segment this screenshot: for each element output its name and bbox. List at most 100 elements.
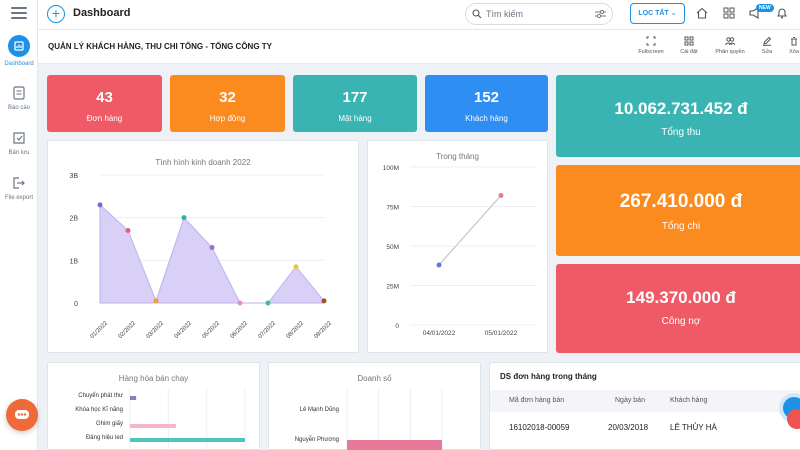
stat-card-total-expense[interactable]: 267.410.000 đ Tổng chi [556, 165, 800, 256]
x-tick-label: 09/2022 [313, 320, 333, 340]
data-point [321, 298, 327, 304]
search-box[interactable] [465, 3, 613, 25]
home-icon[interactable] [695, 6, 709, 20]
page-title: Dashboard [73, 7, 131, 19]
data-point [237, 300, 243, 306]
area-series [99, 203, 325, 304]
chat-button[interactable] [6, 399, 38, 431]
y-tick-label: 3B [69, 173, 78, 180]
chart-title: Doanh số [357, 374, 392, 383]
best-sellers-bar-chart: Chuyển phát thư Khóa học Kĩ năng Ghim giấy… [75, 389, 246, 450]
sidebar-item-file-export[interactable]: File export [0, 175, 38, 201]
sidebar-item-dashboard[interactable]: Dashboard [0, 35, 38, 67]
notification-bubble[interactable] [787, 409, 800, 429]
apps-grid-icon[interactable] [722, 6, 736, 20]
add-button[interactable]: + [47, 5, 65, 23]
trash-icon [791, 37, 797, 46]
chat-icon [15, 410, 29, 419]
tool-permissions[interactable]: Phân quyền [711, 36, 749, 55]
stat-value: 32 [219, 89, 236, 106]
tool-edit[interactable]: Sửa [748, 36, 786, 55]
chart-title: Trong tháng [436, 152, 479, 161]
x-tick-label: 01/2022 [89, 320, 109, 340]
stat-label: Mặt hàng [338, 114, 372, 123]
stat-label: Khách hàng [465, 114, 508, 123]
tool-fullscreen[interactable]: Fullscreen [632, 36, 670, 55]
best-sellers-panel: Hàng hóa bán chạy Chuyển phát thư Khóa họ… [47, 362, 260, 450]
x-tick-label: 07/2022 [257, 320, 277, 340]
order-id-cell[interactable]: 16102018-00059 [509, 423, 570, 432]
business-area-chart: 0 1B 2B 3B 01/2022 02/2022 03/2022 04/2022 05/20… [69, 173, 333, 340]
tool-settings[interactable]: Cài đặt [670, 36, 708, 55]
sales-panel: Doanh số Lê Mạnh Dũng Nguyễn Phương [268, 362, 481, 450]
tool-label: Xóa [789, 49, 799, 55]
chart-title: Hàng hóa bán chạy [118, 374, 189, 383]
pencil-icon [763, 36, 772, 46]
stat-label: Công nợ [661, 316, 701, 327]
data-point [265, 300, 271, 306]
sidebar-item-label: Dashboard [4, 61, 34, 67]
stat-card-products[interactable]: 177 Mặt hàng [293, 75, 417, 132]
export-icon [11, 175, 27, 191]
orders-panel: DS đơn hàng trong tháng Mã đơn hàng bán … [489, 362, 800, 450]
dashboard-heading: QUẢN LÝ KHÁCH HÀNG, THU CHI TỔNG - TỔNG … [48, 42, 272, 51]
stat-card-customers[interactable]: 152 Khách hàng [425, 75, 548, 132]
y-tick-label: 1B [69, 258, 78, 265]
stat-value: 267.410.000 đ [619, 191, 743, 212]
column-header: Ngày bán [615, 397, 645, 404]
business-chart-panel: Tình hình kinh doanh 2022 0 1B 2B 3B 01/2022… [47, 140, 359, 353]
saved-icon [11, 130, 27, 146]
search-icon [472, 9, 482, 19]
orders-title: DS đơn hàng trong tháng [500, 372, 597, 381]
announcement-icon[interactable] [748, 6, 762, 20]
tool-delete[interactable]: Xóa [775, 36, 800, 55]
sidebar-item-label: Bản lưu [8, 150, 30, 156]
bell-icon[interactable] [775, 6, 789, 20]
y-tick-label: 50M [386, 244, 399, 251]
x-tick-label: 06/2022 [229, 320, 249, 340]
data-point [125, 227, 131, 233]
stat-card-orders[interactable]: 43 Đơn hàng [47, 75, 162, 132]
category-label: Lê Mạnh Dũng [300, 407, 339, 413]
sidebar-item-report[interactable]: Báo cáo [0, 85, 38, 111]
dashboard-icon [8, 35, 30, 57]
stat-label: Tổng chi [661, 221, 701, 232]
y-tick-label: 2B [69, 216, 78, 223]
sub-header: QUẢN LÝ KHÁCH HÀNG, THU CHI TỔNG - TỔNG … [38, 30, 800, 64]
data-point [293, 264, 299, 270]
chart-title: Tình hình kinh doanh 2022 [155, 158, 251, 167]
category-label: Đảng hiệu led [86, 435, 123, 441]
column-header: Khách hàng [670, 397, 708, 404]
y-tick-label: 75M [386, 205, 399, 212]
stat-card-debt[interactable]: 149.370.000 đ Công nợ [556, 264, 800, 353]
bar [130, 396, 137, 400]
stat-card-contracts[interactable]: 32 Hợp đồng [170, 75, 285, 132]
tool-label: Cài đặt [680, 49, 698, 55]
data-point [153, 298, 159, 304]
sidebar-item-saved[interactable]: Bản lưu [0, 130, 38, 156]
search-input[interactable] [486, 7, 586, 21]
data-point [498, 192, 504, 198]
category-label: Chuyển phát thư [78, 392, 123, 399]
column-header: Mã đơn hàng bán [509, 397, 565, 404]
stat-value: 149.370.000 đ [626, 288, 736, 307]
category-label: Nguyễn Phương [295, 436, 339, 443]
new-badge: NEW [756, 4, 774, 12]
tool-label: Fullscreen [638, 49, 664, 55]
bar [347, 440, 442, 450]
y-tick-label: 0 [74, 301, 78, 308]
chevron-down-icon: ⌄ [670, 10, 677, 17]
sidebar-item-label: File export [4, 195, 33, 201]
monthly-chart-panel: Trong tháng 0 25M 50M 75M 100M 04/01/2022 05/0… [367, 140, 548, 353]
users-icon [725, 37, 735, 46]
filter-all-button[interactable]: LỌC TẤT ⌄ [630, 3, 685, 24]
stat-label: Tổng thu [661, 127, 701, 138]
bar [130, 424, 176, 428]
category-label: Ghim giấy [96, 421, 123, 427]
sidebar-item-label: Báo cáo [7, 105, 31, 111]
menu-icon[interactable] [11, 7, 27, 19]
stat-card-total-income[interactable]: 10.062.731.452 đ Tổng thu [556, 75, 800, 157]
stat-label: Hợp đồng [209, 114, 246, 123]
stat-value: 43 [96, 89, 113, 106]
filter-sliders-icon[interactable] [595, 9, 606, 19]
